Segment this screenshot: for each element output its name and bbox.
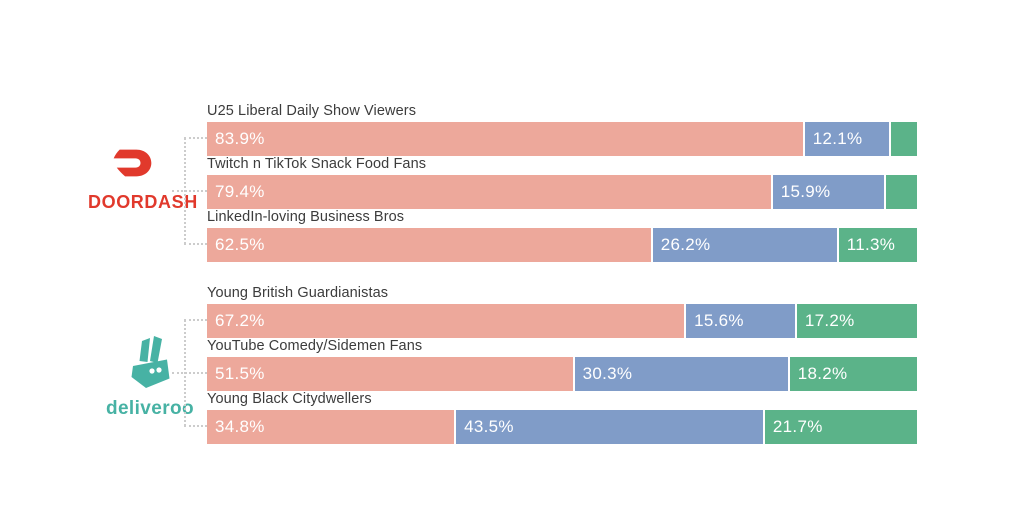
bar-segment-3: 11.3%: [836, 228, 917, 262]
audience-row: YouTube Comedy/Sidemen Fans 51.5% 30.3% 18.…: [207, 338, 917, 391]
bar-segment-3: [883, 175, 917, 209]
audience-row: Twitch n TikTok Snack Food Fans 79.4% 15.9…: [207, 156, 917, 209]
deliveroo-connector-line: [172, 372, 207, 374]
bar-segment-3: 21.7%: [762, 410, 917, 444]
audience-row: Young British Guardianistas 67.2% 15.6% 17.…: [207, 285, 917, 338]
bar-segment-2: 15.6%: [684, 304, 795, 338]
audience-label: Young British Guardianistas: [207, 285, 389, 301]
deliveroo-logo: deliveroo: [95, 335, 205, 420]
audience-row: LinkedIn-loving Business Bros 62.5% 26.2% 1…: [207, 209, 917, 262]
stacked-bar: 62.5% 26.2% 11.3%: [207, 228, 917, 262]
deliveroo-connector-stub-bottom: [184, 425, 207, 427]
bar-segment-2: 43.5%: [454, 410, 763, 444]
bar-segment-1: 34.8%: [207, 410, 455, 444]
deliveroo-wordmark: deliveroo: [105, 398, 195, 419]
doordash-icon: [113, 149, 152, 177]
doordash-connector-stub-bottom: [184, 243, 207, 245]
audience-label: U25 Liberal Daily Show Viewers: [207, 103, 417, 119]
stacked-bar: 79.4% 15.9%: [207, 175, 917, 209]
stacked-bar: 51.5% 30.3% 18.2%: [207, 357, 917, 391]
audience-row: U25 Liberal Daily Show Viewers 83.9% 12.1%: [207, 103, 917, 156]
bar-segment-1: 62.5%: [207, 228, 651, 262]
bar-segment-3: [888, 122, 917, 156]
percent-label: 15.6%: [694, 311, 744, 330]
audience-label: LinkedIn-loving Business Bros: [207, 209, 405, 225]
percent-label: 83.9%: [215, 129, 265, 148]
percent-label: 62.5%: [215, 235, 265, 254]
percent-label: 15.9%: [780, 182, 831, 201]
audience-row: Young Black Citydwellers 34.8% 43.5% 21.7%: [207, 391, 917, 444]
percent-label: 43.5%: [464, 417, 514, 436]
bar-segment-3: 18.2%: [787, 357, 917, 391]
deliveroo-icon: [131, 336, 170, 388]
percent-label: 11.3%: [846, 235, 896, 254]
percent-label: 51.5%: [215, 364, 265, 383]
bar-segment-2: 26.2%: [650, 228, 837, 262]
deliveroo-bar-group: Young British Guardianistas 67.2% 15.6% 17.…: [207, 285, 917, 444]
bar-segment-1: 79.4%: [207, 175, 771, 209]
stacked-bar: 34.8% 43.5% 21.7%: [207, 410, 917, 444]
bar-segment-1: 51.5%: [207, 357, 573, 391]
deliveroo-connector-stub-top: [184, 319, 207, 321]
bar-segment-2: 30.3%: [572, 357, 788, 391]
stacked-bar: 83.9% 12.1%: [207, 122, 917, 156]
doordash-wordmark: DOORDASH: [88, 192, 198, 212]
audience-label: Twitch n TikTok Snack Food Fans: [207, 156, 427, 172]
audience-label: YouTube Comedy/Sidemen Fans: [207, 338, 423, 354]
bar-segment-2: 15.9%: [770, 175, 884, 209]
doordash-bar-group: U25 Liberal Daily Show Viewers 83.9% 12.1%…: [207, 103, 917, 262]
doordash-connector-line: [172, 190, 207, 192]
bar-segment-1: 67.2%: [207, 304, 685, 338]
stacked-bar: 67.2% 15.6% 17.2%: [207, 304, 917, 338]
percent-label: 26.2%: [660, 235, 711, 254]
percent-label: 30.3%: [582, 364, 633, 383]
bar-segment-3: 17.2%: [794, 304, 917, 338]
audience-label: Young Black Citydwellers: [207, 391, 372, 407]
percent-label: 18.2%: [797, 364, 848, 383]
percent-label: 34.8%: [215, 417, 265, 436]
percent-label: 79.4%: [215, 182, 265, 201]
percent-label: 12.1%: [812, 129, 863, 148]
percent-label: 21.7%: [772, 417, 823, 436]
percent-label: 17.2%: [804, 311, 855, 330]
doordash-connector-stub-top: [184, 137, 207, 139]
percent-label: 67.2%: [215, 311, 265, 330]
doordash-logo: DOORDASH: [88, 148, 198, 213]
bar-segment-1: 83.9%: [207, 122, 803, 156]
bar-segment-2: 12.1%: [802, 122, 889, 156]
deliveroo-connector-vertical: [184, 320, 186, 426]
doordash-connector-vertical: [184, 138, 186, 244]
